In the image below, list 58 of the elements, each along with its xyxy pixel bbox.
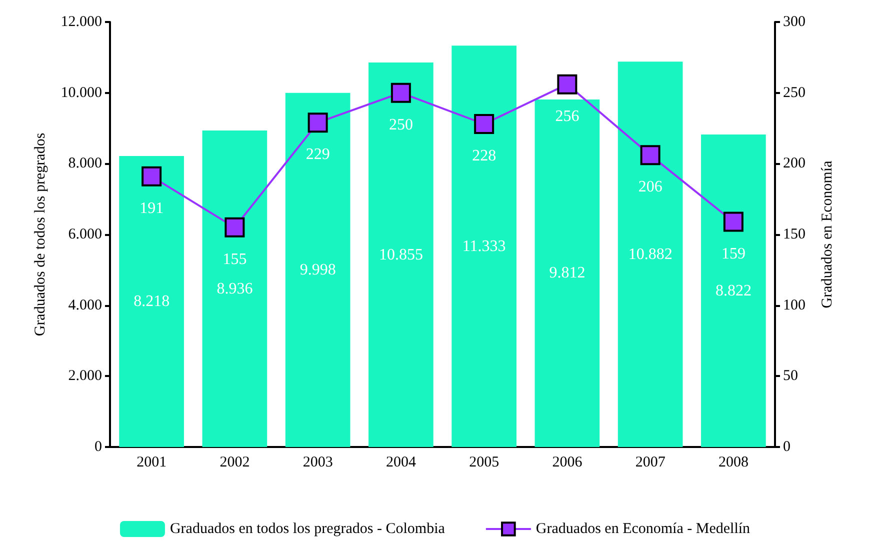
y2-axis-title: Graduados en Economía <box>820 160 836 308</box>
bar <box>119 156 184 447</box>
data-label: 229 <box>306 146 330 164</box>
y-tick-label: 8.000 <box>68 156 102 172</box>
y-tick-label: 2.000 <box>68 368 102 384</box>
y2-tick-label: 150 <box>783 226 806 242</box>
data-label: 11.333 <box>462 238 506 255</box>
point <box>224 217 245 238</box>
y-tick-label: 10.000 <box>60 84 102 101</box>
data-label: 159 <box>721 245 746 262</box>
point <box>390 82 411 103</box>
y-tick-label: 6.000 <box>68 226 102 242</box>
y2-tick-label: 50 <box>783 368 798 384</box>
bar <box>368 62 434 447</box>
x-tick-label: 2002 <box>220 454 250 470</box>
point <box>557 74 578 94</box>
legend-label: Graduados en Economía - Medellín <box>536 521 751 537</box>
bar <box>534 99 600 447</box>
point <box>142 166 162 186</box>
x-tick-label: 2008 <box>718 454 748 470</box>
y-tick-label: 4.000 <box>68 297 102 314</box>
y2-tick-label: 200 <box>783 156 806 172</box>
y-tick-label: 0 <box>94 439 102 455</box>
point <box>640 145 660 166</box>
x-tick-label: 2005 <box>469 454 500 470</box>
data-label: 256 <box>555 108 580 125</box>
data-label: 206 <box>638 178 662 196</box>
data-label: 155 <box>222 250 247 268</box>
data-label: 191 <box>140 200 164 217</box>
x-tick-label: 2003 <box>302 454 333 470</box>
data-label: 10.855 <box>378 246 423 264</box>
point <box>474 114 494 134</box>
bar <box>618 62 683 447</box>
data-label: 9.998 <box>300 261 336 278</box>
y2-tick-label: 0 <box>783 439 790 455</box>
data-label: 8.218 <box>134 292 170 310</box>
x-tick-label: 2006 <box>552 454 583 470</box>
y2-tick-label: 300 <box>783 14 806 30</box>
data-label: 8.936 <box>216 280 253 298</box>
data-label: 10.882 <box>628 246 672 263</box>
data-label: 228 <box>472 148 496 164</box>
y-tick-label: 12.000 <box>60 14 102 30</box>
legend-label: Graduados en todos los pregrados - Colombia <box>170 521 446 537</box>
point <box>308 112 328 133</box>
data-label: 9.812 <box>549 264 586 282</box>
bar <box>202 130 268 447</box>
data-label: 8.822 <box>715 282 752 300</box>
y2-tick-label: 250 <box>783 84 806 101</box>
y-axis-title: Graduados de todos los pregrados <box>32 132 48 336</box>
x-tick-label: 2007 <box>635 454 666 470</box>
x-tick-label: 2001 <box>136 454 167 470</box>
bar <box>452 46 516 447</box>
data-label: 250 <box>388 116 413 134</box>
point <box>723 212 744 232</box>
bar <box>285 92 350 447</box>
y2-tick-label: 100 <box>783 297 806 314</box>
x-tick-label: 2004 <box>386 454 416 470</box>
bar <box>701 134 766 447</box>
